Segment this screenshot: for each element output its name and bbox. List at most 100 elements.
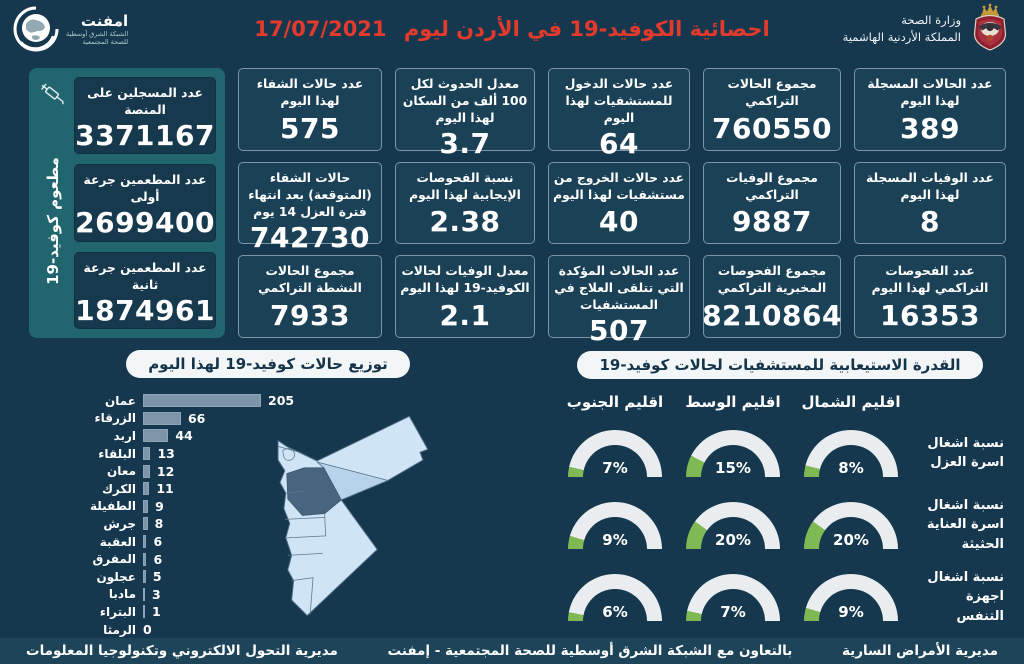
- capacity-section: القدرة الاستيعابية للمستشفيات لحالات كوف…: [536, 346, 1024, 638]
- vaccine-card: عدد المطعمين جرعة ثانية 1874961: [74, 251, 216, 329]
- stat-card-label: عدد حالات الدخول للمستشفيات لهذا اليوم: [564, 77, 674, 125]
- bar-label: البتراء: [99, 604, 136, 619]
- bar-row: الطفيلة 9: [36, 498, 294, 516]
- gauge-cell: 20%: [792, 489, 910, 561]
- gauge-value: 7%: [720, 602, 746, 621]
- gauge: 20%: [686, 501, 780, 549]
- gauge: 20%: [804, 501, 898, 549]
- report-date: 17/07/2021: [254, 17, 387, 41]
- bar-row: الرمثا 0: [36, 621, 294, 639]
- stat-card: عدد حالات الشفاء لهذا اليوم 575: [238, 68, 382, 151]
- stats-grid: عدد الحالات المسجلة لهذا اليوم 389 عدد الو…: [0, 56, 1024, 347]
- vaccine-card: عدد المطعمين جرعة أولى 2699400: [74, 164, 216, 242]
- bar-label: الرمثا: [103, 622, 136, 637]
- bar: [143, 535, 147, 549]
- vaccine-card-value: 2699400: [75, 206, 215, 240]
- gauge-cell: 7%: [556, 417, 674, 489]
- vaccine-side-strip: مطعوم كوفيد-19: [37, 77, 69, 329]
- bar-value: 205: [268, 393, 295, 409]
- stat-card-value: 7933: [270, 299, 350, 333]
- ministry-block: وزارة الصحة المملكة الأردنية الهاشمية: [807, 3, 1012, 55]
- stat-column: معدل الحدوث لكل 100 ألف من السكان لهذا ا…: [395, 68, 535, 339]
- vaccine-card-value: 1874961: [75, 293, 215, 327]
- stat-column: عدد حالات الدخول للمستشفيات لهذا اليوم 64…: [548, 68, 690, 347]
- stat-card-label: مجموع الحالات النشطة التراكمي: [258, 264, 362, 296]
- stat-card-label: حالات الشفاء (المتوقعة) بعد انتهاء فترة …: [248, 170, 372, 219]
- gauge-value: 20%: [715, 530, 751, 549]
- emphnet-logo-block: امفنت الشبكة الشرق أوسطية للصحة المجتمعي…: [12, 5, 217, 53]
- gauge: 9%: [804, 573, 898, 621]
- gauge-cell: 9%: [556, 489, 674, 561]
- gauge: 7%: [568, 429, 662, 477]
- bar-label: العقبة: [99, 534, 136, 549]
- syringe-icon: [41, 83, 64, 105]
- gauge-value: 7%: [602, 458, 628, 477]
- jordan-coat-of-arms-icon: [973, 3, 1007, 51]
- bar-label: الزرقاء: [94, 411, 137, 426]
- bottom-section: القدرة الاستيعابية للمستشفيات لحالات كوف…: [0, 346, 1024, 638]
- bar: [143, 394, 261, 408]
- footer-center: بالتعاون مع الشبكة الشرق أوسطية للصحة ال…: [387, 643, 793, 659]
- bar-row: عمان 205: [36, 392, 294, 410]
- stat-card-label: معدل الحدوث لكل 100 ألف من السكان لهذا ا…: [402, 77, 528, 125]
- gauge-value: 9%: [838, 602, 864, 621]
- bar-row: جرش 8: [36, 515, 294, 533]
- bar-value: 1: [152, 604, 161, 620]
- bar-label: معان: [107, 464, 136, 479]
- gauge-value: 8%: [838, 458, 864, 477]
- gauge-value: 6%: [602, 602, 628, 621]
- gauge: 7%: [686, 573, 780, 621]
- capacity-grid: اقليم الشمال اقليم الوسط اقليم الجنوب نسبة …: [556, 387, 1004, 633]
- stat-card-value: 2.1: [439, 299, 491, 333]
- stat-card: مجموع الفحوصات المخبرية التراكمي 8210864: [702, 255, 841, 339]
- bar-value: 3: [152, 586, 161, 602]
- gauge: 8%: [804, 429, 898, 477]
- bar-row: البلقاء 13: [36, 445, 294, 463]
- stat-card-value: 389: [900, 111, 960, 145]
- capacity-row-label: نسبة اشغال اسرة العناية الحثيثة: [926, 497, 1004, 552]
- footer-right: مديرية الأمراض السارية: [841, 643, 998, 659]
- bar-label: البلقاء: [98, 446, 136, 461]
- stat-card: عدد حالات الدخول للمستشفيات لهذا اليوم 64: [548, 68, 690, 160]
- bar-value: 6: [153, 534, 163, 550]
- stat-card: عدد الوفيات المسجلة لهذا اليوم 8: [854, 161, 1006, 245]
- bar-label: الكرك: [101, 481, 136, 496]
- bar: [143, 552, 147, 566]
- bar: [143, 517, 148, 531]
- bar: [143, 605, 145, 619]
- emphnet-globe-icon: [13, 6, 59, 52]
- gauge: 6%: [568, 573, 662, 621]
- bar-value: 13: [157, 446, 175, 462]
- stat-card-value: 3.7: [439, 126, 491, 160]
- stat-card-label: عدد حالات الخروج من مستشفيات لهذا اليوم: [553, 170, 685, 202]
- bar-value: 12: [156, 463, 175, 479]
- vaccine-card-label: عدد المسجلين على المنصة: [87, 86, 203, 117]
- stat-card: نسبة الفحوصات الإيجابية لهذا اليوم 2.38: [395, 161, 535, 245]
- distribution-title-pill: توزيع حالات كوفيد-19 لهذا اليوم: [126, 350, 410, 378]
- stat-card-value: 16353: [880, 299, 980, 333]
- stat-card-value: 8: [920, 205, 940, 239]
- bar: [143, 570, 146, 584]
- stat-card-value: 742730: [250, 220, 370, 254]
- bar-label: الطفيلة: [89, 499, 136, 514]
- bar-value: 5: [152, 569, 162, 585]
- gauge: 15%: [686, 429, 780, 477]
- bar-label: عجلون: [96, 569, 136, 584]
- gauge-value: 9%: [602, 530, 628, 549]
- bar-value: 44: [175, 428, 193, 444]
- vaccine-card-label: عدد المطعمين جرعة ثانية: [83, 260, 207, 292]
- stat-card-label: نسبة الفحوصات الإيجابية لهذا اليوم: [409, 170, 521, 202]
- stat-card-value: 64: [599, 126, 639, 160]
- vaccine-group: عدد المسجلين على المنصة 3371167 عدد المطعم…: [29, 68, 225, 338]
- stat-card: حالات الشفاء (المتوقعة) بعد انتهاء فترة …: [238, 161, 382, 254]
- stat-card: معدل الحدوث لكل 100 ألف من السكان لهذا ا…: [395, 68, 535, 160]
- stat-card-label: عدد الوفيات المسجلة لهذا اليوم: [866, 170, 994, 202]
- ministry-line2: المملكة الأردنية الهاشمية: [842, 30, 961, 44]
- gauge-cell: 9%: [792, 561, 910, 633]
- stat-card: عدد الحالات المسجلة لهذا اليوم 389: [854, 68, 1006, 151]
- stat-card: معدل الوفيات لحالات الكوفيد-19 لهذا اليو…: [395, 255, 535, 339]
- bar-label: اربد: [113, 428, 136, 443]
- page-title-text: احصائية الكوفيد-19 في الأردن ليوم: [403, 17, 770, 41]
- bar: [143, 411, 181, 425]
- gauge-cell: 20%: [674, 489, 792, 561]
